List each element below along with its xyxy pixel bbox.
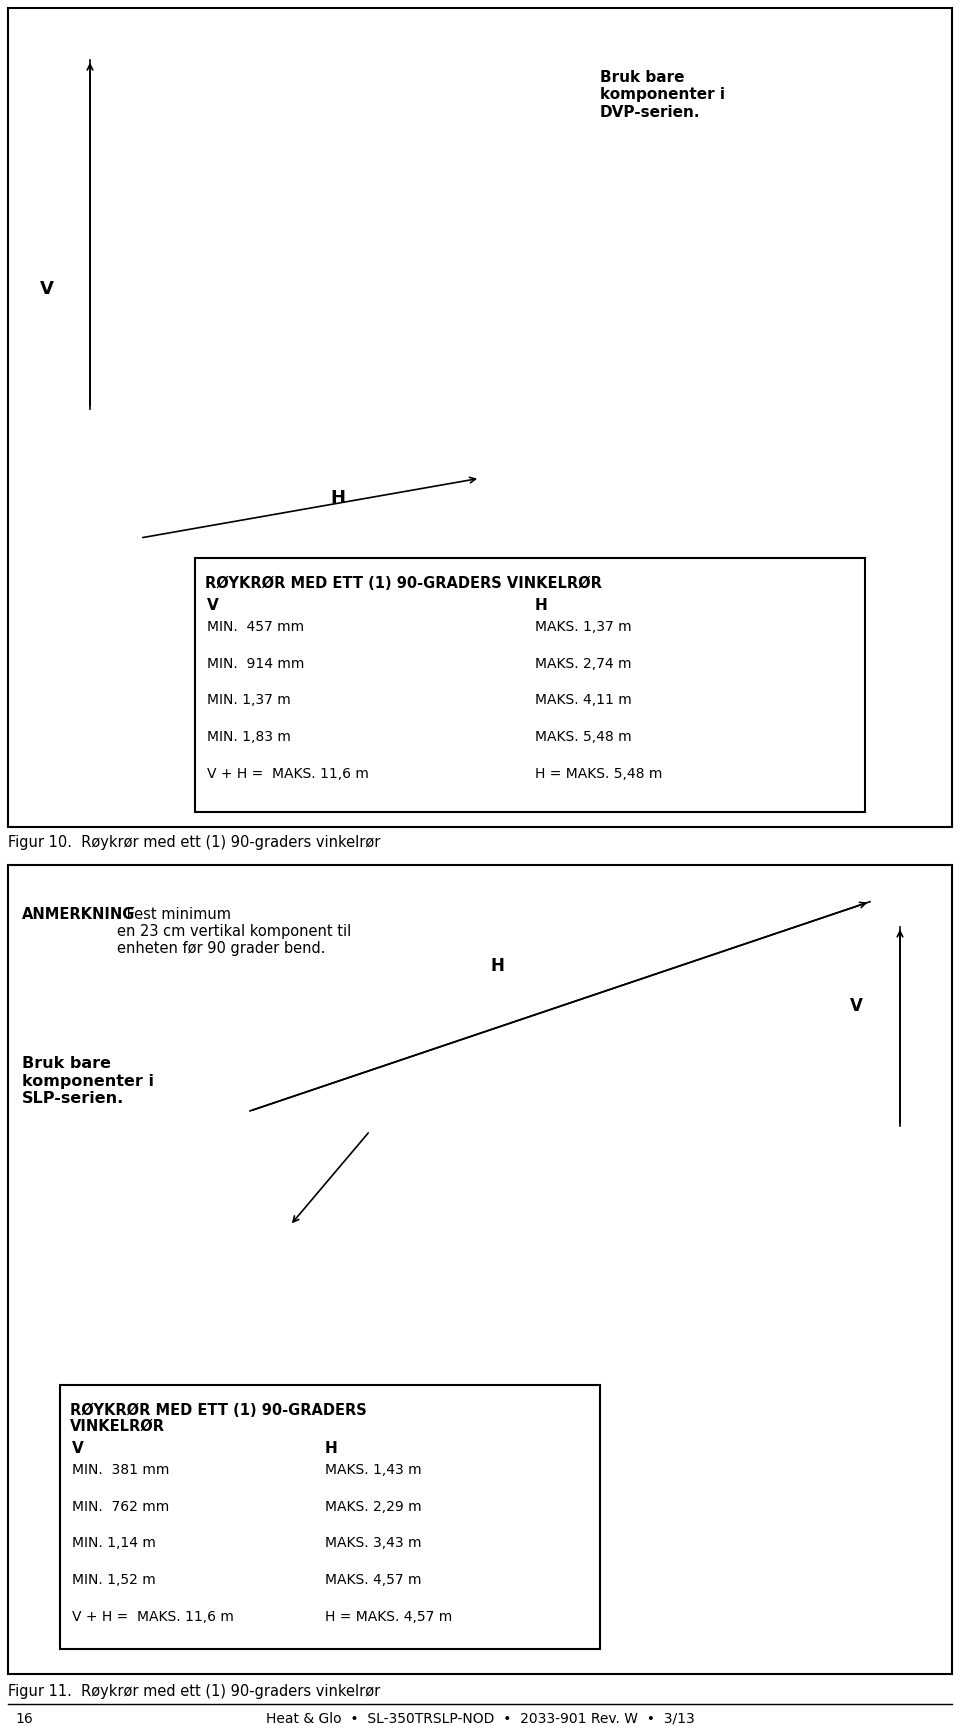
Text: MAKS. 4,11 m: MAKS. 4,11 m [535, 693, 632, 707]
Text: MIN.  381 mm: MIN. 381 mm [72, 1462, 169, 1477]
Text: MIN.  762 mm: MIN. 762 mm [72, 1500, 169, 1514]
Text: V + H =  MAKS. 11,6 m: V + H = MAKS. 11,6 m [207, 767, 369, 781]
Text: MAKS. 1,43 m: MAKS. 1,43 m [325, 1462, 421, 1477]
Text: MAKS. 5,48 m: MAKS. 5,48 m [535, 731, 632, 745]
Text: H: H [325, 1441, 338, 1455]
Bar [8, 9, 952, 828]
Text: MIN.  457 mm: MIN. 457 mm [207, 620, 304, 634]
Text: H = MAKS. 5,48 m: H = MAKS. 5,48 m [535, 767, 662, 781]
Text: MAKS. 4,57 m: MAKS. 4,57 m [325, 1572, 421, 1588]
Text: RØYKRØR MED ETT (1) 90-GRADERS: RØYKRØR MED ETT (1) 90-GRADERS [70, 1403, 367, 1419]
Text: Figur 10.  Røykrør med ett (1) 90-graders vinkelrør: Figur 10. Røykrør med ett (1) 90-graders… [8, 835, 380, 850]
Text: VINKELRØR: VINKELRØR [70, 1419, 165, 1434]
Text: MIN. 1,37 m: MIN. 1,37 m [207, 693, 291, 707]
Text: MIN.  914 mm: MIN. 914 mm [207, 657, 304, 670]
Text: MAKS. 2,74 m: MAKS. 2,74 m [535, 657, 632, 670]
Text: 16: 16 [15, 1712, 33, 1726]
Text: V: V [72, 1441, 84, 1455]
Text: MAKS. 3,43 m: MAKS. 3,43 m [325, 1536, 421, 1550]
Text: Figur 11.  Røykrør med ett (1) 90-graders vinkelrør: Figur 11. Røykrør med ett (1) 90-graders… [8, 1683, 380, 1699]
Text: H: H [490, 957, 504, 976]
Text: MIN. 1,14 m: MIN. 1,14 m [72, 1536, 156, 1550]
Text: MIN. 1,83 m: MIN. 1,83 m [207, 731, 291, 745]
Text: V: V [40, 280, 54, 297]
Bar [195, 558, 865, 812]
Text: MAKS. 2,29 m: MAKS. 2,29 m [325, 1500, 421, 1514]
Bar [60, 1384, 600, 1649]
Text: Bruk bare
komponenter i
SLP-serien.: Bruk bare komponenter i SLP-serien. [22, 1056, 154, 1106]
Bar [8, 864, 952, 1674]
Text: H: H [330, 489, 345, 508]
Text: MAKS. 1,37 m: MAKS. 1,37 m [535, 620, 632, 634]
Text: V: V [850, 997, 863, 1016]
Text: RØYKRØR MED ETT (1) 90-GRADERS VINKELRØR: RØYKRØR MED ETT (1) 90-GRADERS VINKELRØR [205, 575, 602, 591]
Text: Heat & Glo  •  SL-350TRSLP-NOD  •  2033-901 Rev. W  •  3/13: Heat & Glo • SL-350TRSLP-NOD • 2033-901 … [266, 1712, 694, 1726]
Text: ANMERKNING: ANMERKNING [22, 907, 135, 921]
Text: H = MAKS. 4,57 m: H = MAKS. 4,57 m [325, 1610, 452, 1624]
Text: MIN. 1,52 m: MIN. 1,52 m [72, 1572, 156, 1588]
Text: : Fest minimum
en 23 cm vertikal komponent til
enheten før 90 grader bend.: : Fest minimum en 23 cm vertikal kompone… [117, 907, 351, 957]
Text: V + H =  MAKS. 11,6 m: V + H = MAKS. 11,6 m [72, 1610, 234, 1624]
Text: V: V [207, 598, 219, 613]
Text: H: H [535, 598, 548, 613]
Text: Bruk bare
komponenter i
DVP-serien.: Bruk bare komponenter i DVP-serien. [600, 69, 725, 119]
